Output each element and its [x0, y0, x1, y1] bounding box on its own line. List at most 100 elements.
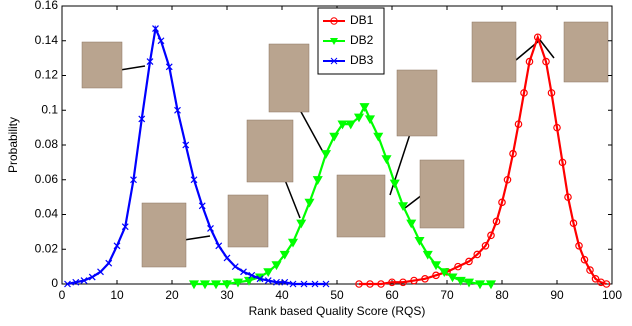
- point: [210, 280, 222, 290]
- x-tick-label: 20: [165, 288, 179, 302]
- y-tick-label: 0: [51, 276, 58, 290]
- x-tick-label: 70: [440, 288, 454, 302]
- point: [130, 176, 137, 184]
- legend-label: DB3: [350, 53, 374, 67]
- series-line: [67, 24, 326, 286]
- point: [422, 250, 433, 260]
- x-tick-label: 100: [602, 288, 622, 302]
- point: [492, 217, 501, 226]
- y-tick-label: 0.08: [35, 137, 59, 151]
- point: [88, 273, 96, 281]
- point: [553, 123, 561, 132]
- point: [463, 278, 475, 288]
- point: [514, 120, 523, 128]
- point: [410, 276, 418, 285]
- point: [397, 202, 409, 212]
- legend-marker: [330, 38, 338, 45]
- point: [165, 63, 173, 71]
- point: [199, 280, 211, 290]
- point: [575, 241, 583, 250]
- point: [455, 276, 466, 286]
- point: [190, 176, 198, 184]
- point: [80, 277, 88, 284]
- point: [113, 242, 121, 250]
- x-tick-label: 10: [110, 288, 124, 302]
- legend-marker: [330, 57, 338, 65]
- point: [406, 219, 417, 229]
- legend-marker: [330, 17, 338, 25]
- x-tick-label: 0: [59, 288, 66, 302]
- x-tick-label: 60: [385, 288, 399, 302]
- point: [188, 280, 200, 290]
- point: [473, 250, 482, 259]
- point: [569, 219, 578, 227]
- point: [240, 268, 247, 276]
- point: [157, 37, 165, 45]
- point: [182, 141, 190, 149]
- point: [263, 268, 274, 278]
- point: [388, 278, 396, 287]
- point: [580, 255, 589, 264]
- x-axis-label: Rank based Quality Score (RQS): [249, 304, 426, 318]
- x-tick-label: 80: [495, 288, 509, 302]
- point: [264, 277, 272, 284]
- point: [474, 280, 486, 290]
- point: [389, 179, 400, 189]
- point: [542, 57, 550, 66]
- point: [289, 280, 297, 288]
- point: [105, 259, 113, 267]
- point: [525, 57, 534, 66]
- point: [312, 176, 323, 185]
- point: [207, 224, 214, 232]
- point: [322, 280, 330, 288]
- y-tick-label: 0.06: [35, 172, 59, 186]
- point: [273, 278, 280, 286]
- point: [152, 25, 159, 33]
- point: [329, 132, 340, 142]
- point: [296, 219, 307, 229]
- point: [121, 223, 129, 231]
- point: [231, 263, 239, 271]
- point: [564, 193, 572, 201]
- point: [454, 262, 462, 271]
- y-tick-label: 0.02: [35, 241, 59, 255]
- point: [487, 231, 495, 240]
- point: [256, 275, 264, 283]
- point: [97, 268, 104, 276]
- point: [215, 242, 223, 250]
- point: [271, 261, 282, 271]
- point: [287, 238, 299, 248]
- point: [399, 278, 407, 287]
- point: [223, 254, 231, 262]
- point: [366, 280, 374, 288]
- y-tick-label: 0.12: [35, 68, 59, 82]
- point: [485, 280, 497, 290]
- point: [465, 257, 473, 266]
- point: [498, 198, 506, 207]
- y-tick-label: 0.14: [35, 33, 59, 47]
- point: [558, 158, 567, 167]
- point: [72, 278, 80, 286]
- point: [304, 198, 315, 208]
- x-tick-label: 50: [330, 288, 344, 302]
- x-tick-label: 30: [220, 288, 234, 302]
- point: [355, 280, 363, 288]
- point: [221, 280, 233, 290]
- y-tick-label: 0.04: [35, 207, 59, 221]
- point: [432, 271, 440, 280]
- point: [345, 120, 356, 130]
- point: [509, 149, 517, 158]
- point: [591, 274, 600, 283]
- point: [533, 33, 542, 42]
- point: [300, 280, 308, 288]
- point: [547, 89, 556, 97]
- point: [381, 155, 392, 165]
- point: [138, 115, 146, 123]
- point: [503, 175, 512, 184]
- point: [377, 280, 385, 288]
- point: [447, 273, 458, 283]
- point: [353, 113, 365, 123]
- y-axis-label: Probability: [6, 117, 20, 173]
- point: [311, 280, 319, 288]
